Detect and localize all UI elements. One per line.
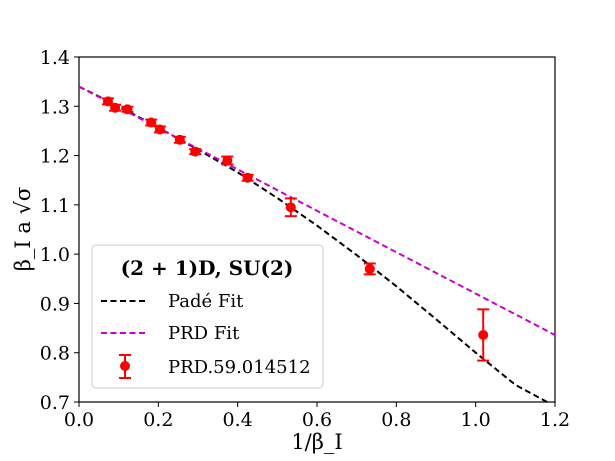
point-marker (190, 146, 201, 157)
y-tick-label: 1.0 (40, 244, 70, 266)
y-axis-ticks: 0.7 0.8 0.9 1.0 1.1 1.2 1.3 1.4 (40, 47, 79, 414)
x-tick-label: 0.8 (381, 409, 411, 431)
legend-title: (2 + 1)D, SU(2) (121, 256, 294, 280)
x-tick-label: 0.2 (143, 409, 173, 431)
point-marker (242, 172, 253, 183)
point-marker (174, 134, 185, 145)
y-tick-label: 1.4 (40, 47, 70, 69)
legend-data-label: PRD.59.014512 (168, 357, 311, 378)
x-tick-label: 1.2 (540, 409, 570, 431)
legend-prd-label: PRD Fit (168, 323, 240, 344)
point-marker (146, 117, 157, 128)
y-tick-label: 1.1 (40, 195, 70, 217)
data-point (221, 155, 234, 166)
data-point (153, 124, 166, 135)
data-point (477, 308, 490, 362)
data-point (109, 102, 122, 113)
x-tick-label: 0.0 (64, 409, 94, 431)
x-tick-label: 0.6 (302, 409, 332, 431)
legend-pade-label: Padé Fit (168, 291, 244, 312)
point-marker (364, 263, 375, 274)
legend: (2 + 1)D, SU(2) Padé Fit PRD Fit PRD.59.… (91, 244, 324, 389)
data-point (173, 134, 186, 145)
data-point (241, 172, 254, 183)
point-marker (154, 124, 165, 135)
data-point (121, 104, 134, 115)
point-marker (122, 104, 133, 115)
data-point (363, 262, 376, 276)
y-tick-label: 1.3 (40, 96, 70, 118)
x-axis-ticks: 0.0 0.2 0.4 0.6 0.8 1.0 1.2 (64, 402, 570, 431)
point-marker (222, 155, 233, 166)
x-axis-label: 1/β_I (291, 430, 342, 454)
y-tick-label: 0.7 (40, 392, 70, 414)
x-tick-label: 0.4 (223, 409, 253, 431)
y-axis-label: β_I a √σ (11, 187, 35, 272)
x-tick-label: 1.0 (461, 409, 491, 431)
data-point (189, 146, 202, 157)
data-points (101, 96, 490, 362)
legend-data-marker (119, 354, 131, 379)
point-marker (110, 102, 121, 113)
point-marker (285, 202, 296, 213)
y-tick-label: 1.2 (40, 146, 70, 168)
legend-box (91, 244, 324, 389)
y-tick-label: 0.8 (40, 343, 70, 365)
y-tick-label: 0.9 (40, 293, 70, 315)
point-marker (478, 329, 489, 340)
data-point (284, 197, 297, 218)
